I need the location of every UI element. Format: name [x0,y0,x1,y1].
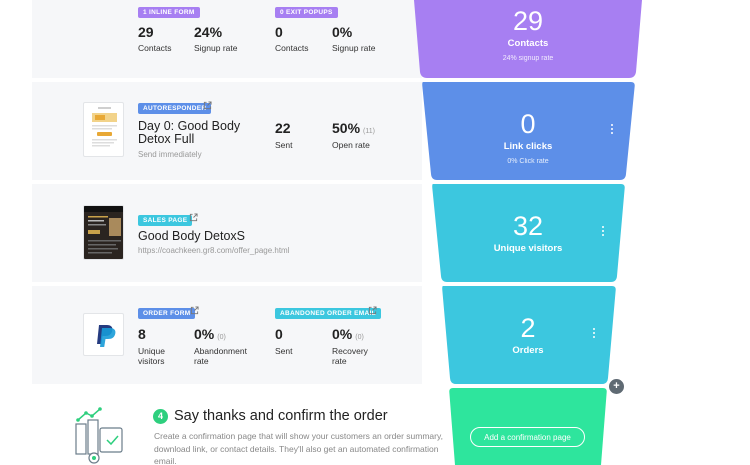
step-number-badge: 4 [153,409,168,424]
open-rate-label: Open rate [332,140,370,150]
autoresponder-badge[interactable]: AUTORESPONDER [138,103,212,114]
sent-value: 22 [275,120,291,136]
funnel-orders: 2 Orders [427,313,629,356]
funnel-orders-label: Orders [512,345,544,356]
funnel-contacts-label: Contacts [507,38,549,49]
recovery-rate-value: 0% (0) [332,326,364,342]
unique-visitors-value: 8 [138,326,146,342]
inline-contacts-label: Contacts [138,43,172,53]
exit-contacts-label: Contacts [275,43,309,53]
sales-page-title[interactable]: Good Body DetoxS [138,229,246,243]
abandoned-sent-label: Sent [275,346,293,356]
abandoned-order-email-badge[interactable]: ABANDONED ORDER EMAIL [275,308,381,319]
funnel-contacts-sub: 24% signup rate [502,55,554,62]
funnel-link-clicks: 0 Link clicks 0% Click rate [427,109,629,165]
forms-row: 1 INLINE FORM 0 EXIT POPUPS 29 Contacts … [32,0,422,78]
exit-popups-badge[interactable]: 0 EXIT POPUPS [275,7,338,18]
open-rate-value: 50% (11) [332,120,375,136]
order-form-row: ORDER FORM ABANDONED ORDER EMAIL 8 Uniqu… [32,286,422,384]
step-title: Say thanks and confirm the order [174,408,388,424]
autoresponder-subtitle: Send immediately [138,150,202,159]
sales-page-badge[interactable]: SALES PAGE [138,215,193,226]
funnel-visitors-label: Unique visitors [493,243,563,254]
abandonment-rate-value: 0% (0) [194,326,226,342]
funnel-contacts-value: 29 [512,6,544,36]
exit-rate-value: 0% [332,24,353,40]
sales-page-url[interactable]: https://coachkeen.gr8.com/offer_page.htm… [138,246,290,255]
external-link-icon[interactable] [190,306,199,315]
funnel-unique-visitors: 32 Unique visitors [427,211,629,254]
autoresponder-title[interactable]: Day 0: Good Body Detox Full [138,119,241,146]
unique-visitors-label: Unique visitors [138,346,165,366]
external-link-icon[interactable] [203,101,212,110]
inline-rate-value: 24% [194,24,223,40]
funnel-orders-value: 2 [520,313,536,343]
inline-rate-label: Signup rate [194,43,238,53]
add-confirmation-page-button[interactable]: Add a confirmation page [470,427,585,447]
sent-label: Sent [275,140,293,150]
paypal-icon [97,325,116,347]
confirmation-illustration-icon [75,407,123,464]
add-step-button[interactable]: + [609,379,624,394]
sales-page-row: SALES PAGE Good Body DetoxS https://coac… [32,184,422,282]
exit-rate-label: Signup rate [332,43,376,53]
funnel-contacts: 29 Contacts 24% signup rate [427,6,629,62]
sales-page-thumbnail[interactable] [83,205,124,260]
autoresponder-menu-icon[interactable] [610,124,614,136]
funnel-clicks-label: Link clicks [503,141,553,152]
autoresponder-row: AUTORESPONDER Day 0: Good Body Detox Ful… [32,82,422,180]
step-description: Create a confirmation page that will sho… [154,431,443,465]
external-link-icon[interactable] [368,306,377,315]
funnel-clicks-value: 0 [520,109,536,139]
order-form-menu-icon[interactable] [592,328,596,340]
inline-contacts-value: 29 [138,24,154,40]
paypal-thumbnail[interactable] [83,313,124,356]
funnel-clicks-sub: 0% Click rate [507,158,549,165]
funnel-visitors-value: 32 [512,211,544,241]
inline-form-badge[interactable]: 1 INLINE FORM [138,7,200,18]
sales-page-menu-icon[interactable] [601,226,605,238]
email-thumbnail[interactable] [83,102,124,157]
external-link-icon[interactable] [189,213,198,222]
recovery-rate-label: Recovery rate [332,346,368,366]
abandoned-sent-value: 0 [275,326,283,342]
exit-contacts-value: 0 [275,24,283,40]
abandonment-rate-label: Abandonment rate [194,346,247,366]
order-form-badge[interactable]: ORDER FORM [138,308,196,319]
